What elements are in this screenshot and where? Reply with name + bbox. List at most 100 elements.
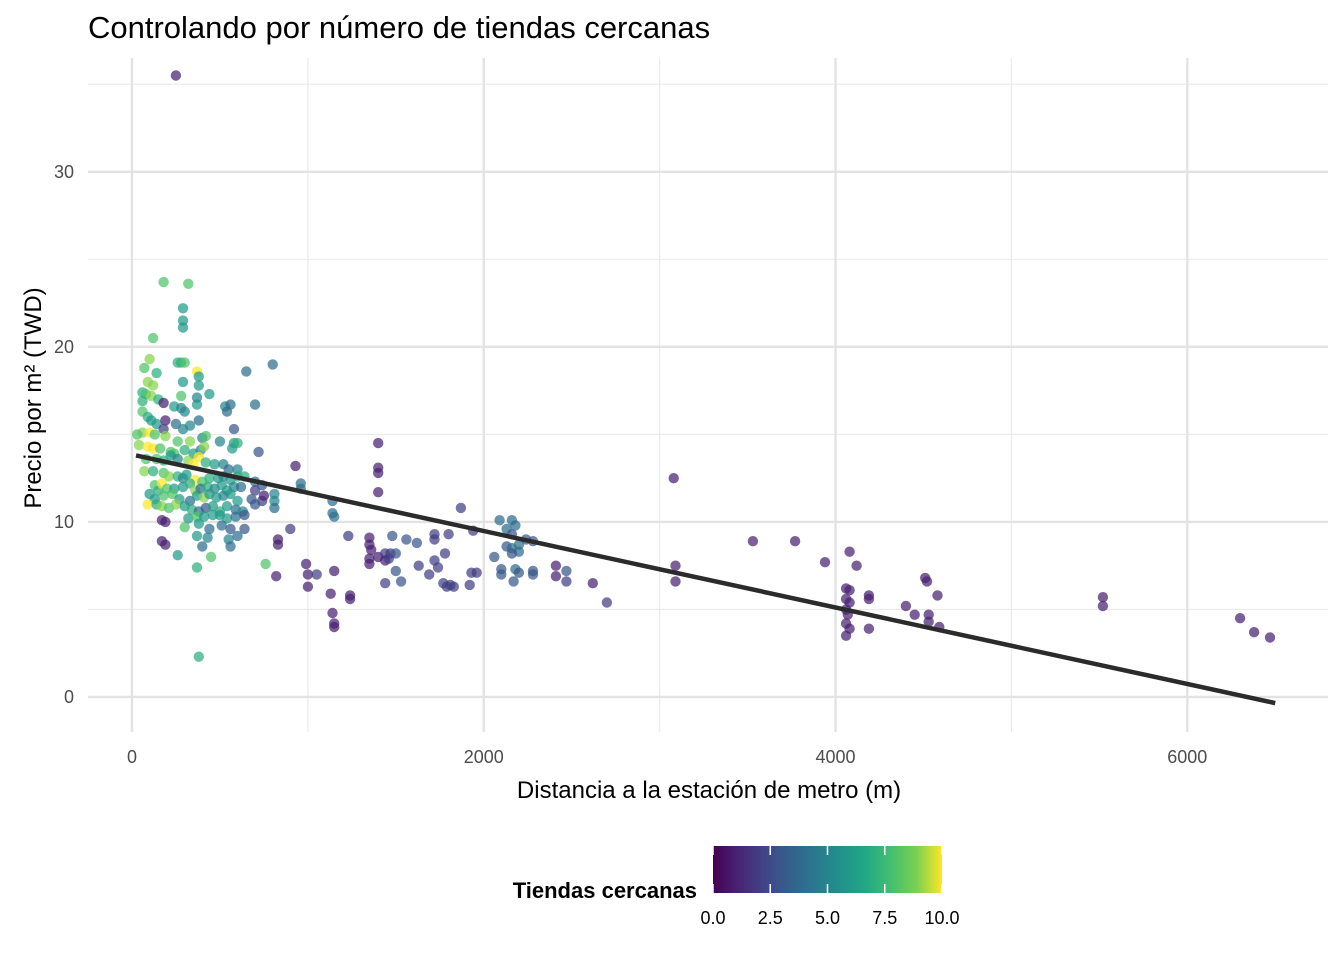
data-point — [932, 590, 943, 601]
y-tick-label: 0 — [64, 687, 74, 707]
data-point — [225, 541, 236, 552]
data-point — [401, 534, 412, 545]
data-point — [343, 530, 354, 542]
data-point — [183, 278, 194, 289]
data-point — [380, 578, 391, 589]
data-point — [160, 430, 171, 442]
data-point — [221, 501, 233, 512]
data-point — [200, 457, 211, 468]
data-point — [191, 392, 203, 403]
data-point — [1097, 592, 1109, 603]
data-point — [170, 499, 182, 510]
data-point — [494, 515, 505, 526]
data-point — [325, 588, 336, 599]
data-point — [909, 609, 920, 620]
data-point — [366, 544, 377, 556]
regression-line — [135, 453, 1276, 706]
data-point — [670, 560, 681, 571]
data-point — [260, 558, 271, 570]
data-point — [329, 621, 340, 633]
data-point — [844, 585, 855, 596]
data-point — [232, 530, 243, 542]
x-tick-label: 0 — [127, 747, 137, 767]
data-point — [172, 550, 183, 561]
data-point — [184, 436, 196, 447]
data-point — [170, 70, 182, 81]
data-point — [179, 522, 190, 533]
data-point — [432, 562, 444, 573]
data-point — [851, 560, 862, 571]
data-point — [183, 513, 194, 524]
data-point — [204, 523, 215, 535]
data-point — [329, 511, 340, 522]
data-point — [179, 406, 190, 417]
legend: Tiendas cercanas 0.0 2.5 5.0 7.5 10.0 — [513, 846, 960, 928]
data-point — [216, 520, 227, 531]
data-point — [132, 429, 143, 440]
data-point — [160, 516, 171, 528]
data-point — [160, 415, 171, 426]
data-point — [302, 569, 314, 580]
data-point — [137, 395, 148, 407]
data-point — [550, 571, 562, 582]
data-point — [139, 362, 150, 374]
y-tick-label: 20 — [54, 337, 74, 357]
data-point — [527, 569, 539, 580]
data-point — [144, 353, 155, 365]
x-tick-label: 2000 — [464, 747, 504, 767]
trend-line-group — [135, 453, 1276, 706]
data-point — [193, 651, 204, 662]
data-point — [225, 523, 236, 535]
data-point — [232, 437, 243, 449]
colorbar-tick-label: 5.0 — [815, 908, 840, 928]
data-point — [267, 359, 278, 370]
data-point — [300, 558, 312, 570]
data-point — [390, 565, 401, 577]
data-point — [149, 429, 160, 440]
data-point — [200, 430, 211, 442]
data-point — [193, 380, 204, 391]
data-point — [1264, 632, 1276, 643]
data-point — [424, 569, 435, 580]
data-point — [290, 460, 301, 472]
data-point — [214, 436, 226, 447]
data-point — [329, 565, 340, 577]
data-point — [209, 459, 220, 470]
data-point — [204, 388, 215, 400]
data-point — [271, 571, 282, 582]
data-point — [205, 551, 217, 563]
data-point — [177, 303, 189, 314]
data-point — [561, 576, 572, 587]
data-point — [373, 437, 384, 449]
data-point — [496, 569, 507, 580]
data-point — [285, 523, 296, 535]
data-point — [167, 488, 178, 500]
data-point — [383, 553, 394, 564]
data-point — [455, 502, 467, 514]
data-point — [900, 600, 912, 612]
data-point — [241, 366, 252, 377]
data-point — [601, 597, 613, 608]
y-axis-title: Precio por m² (TWD) — [20, 287, 47, 508]
data-point — [439, 548, 451, 559]
x-tick-label: 4000 — [815, 747, 855, 767]
data-point — [506, 548, 518, 559]
data-point — [204, 473, 215, 484]
data-point — [272, 539, 284, 550]
x-tick-label: 6000 — [1167, 747, 1207, 767]
data-point — [139, 466, 150, 477]
data-point — [863, 593, 875, 605]
x-axis-title: Distancia a la estación de metro (m) — [517, 777, 901, 804]
y-tick-label: 30 — [54, 162, 74, 182]
data-point — [249, 399, 261, 410]
axis-ticks: 0 2000 4000 6000 0 10 20 30 — [54, 162, 1207, 767]
data-point — [364, 558, 375, 570]
data-point — [179, 357, 190, 368]
data-point — [147, 380, 159, 391]
data-point — [172, 436, 183, 447]
colorbar-tick-label: 0.0 — [700, 908, 725, 928]
data-point — [158, 490, 169, 501]
data-point — [508, 576, 519, 587]
data-point — [1097, 600, 1109, 612]
